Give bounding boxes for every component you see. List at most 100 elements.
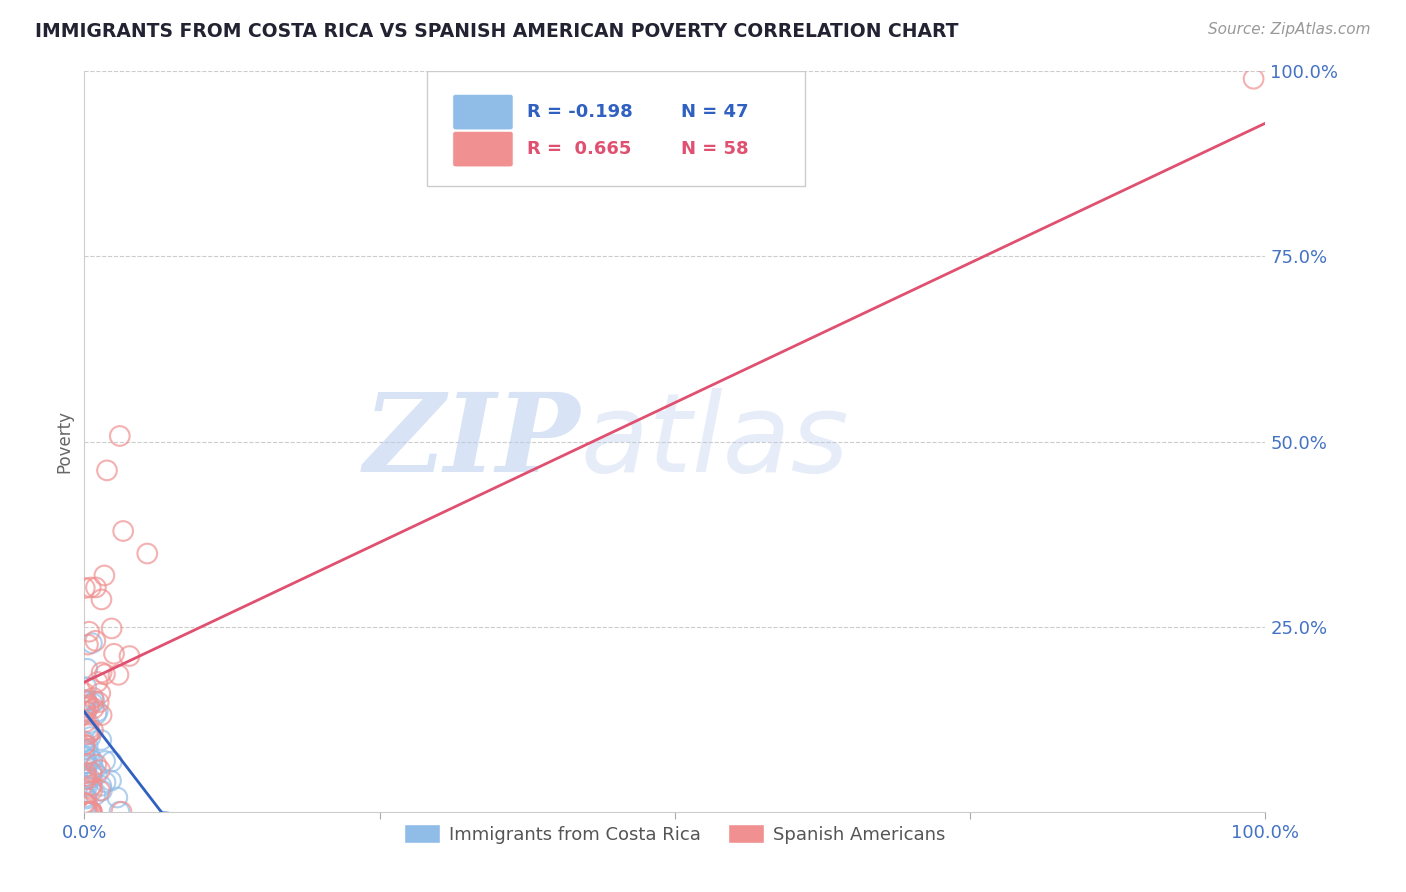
Point (73, 581, 96, 595)
Point (77, 723, 100, 737)
Point (93, 568, 115, 582)
Point (73, 756, 96, 771)
Point (80, 765, 103, 780)
Point (75, 751, 97, 765)
Point (75, 693, 97, 707)
Point (136, 547, 159, 561)
Point (1243, 71, 1265, 86)
Point (82, 696, 104, 710)
Point (73, 796, 96, 810)
Point (76, 772, 98, 787)
Point (73, 738, 96, 752)
Point (82, 762, 104, 776)
Point (84, 633, 107, 648)
Point (89, 784, 111, 798)
Point (73, 700, 96, 714)
Point (84, 581, 107, 595)
Point (75, 680, 97, 694)
Point (75, 705, 97, 719)
Point (75, 805, 97, 819)
Point (80, 805, 103, 819)
Point (76, 791, 98, 805)
Point (79, 725, 101, 739)
Point (86, 674, 108, 689)
Text: atlas: atlas (581, 388, 849, 495)
Point (82, 783, 104, 797)
FancyBboxPatch shape (427, 71, 804, 186)
Point (87, 704, 110, 718)
FancyBboxPatch shape (453, 131, 513, 167)
Point (79, 772, 101, 786)
Point (73, 737, 96, 751)
Point (77, 698, 100, 712)
Point (77, 638, 100, 652)
Point (76, 759, 98, 773)
Point (73, 693, 96, 707)
Point (90, 779, 112, 793)
Text: N = 47: N = 47 (681, 103, 748, 121)
Point (89, 763, 111, 777)
Point (108, 429, 131, 443)
Text: R =  0.665: R = 0.665 (527, 140, 631, 158)
Point (107, 668, 129, 682)
Point (110, 805, 132, 819)
Point (83, 694, 105, 708)
Legend: Immigrants from Costa Rica, Spanish Americans: Immigrants from Costa Rica, Spanish Amer… (396, 817, 953, 851)
Point (105, 790, 128, 805)
Point (96, 463, 118, 477)
Point (100, 621, 122, 635)
Point (80, 805, 103, 819)
Point (75, 705, 97, 719)
Point (75, 805, 97, 819)
Point (75, 769, 97, 783)
Point (84, 788, 107, 802)
Point (73, 686, 96, 700)
Point (94, 754, 117, 768)
Point (75, 796, 97, 810)
Point (76, 739, 98, 753)
Point (86, 707, 108, 722)
Point (77, 805, 100, 819)
Point (80, 766, 103, 780)
Y-axis label: Poverty: Poverty (55, 410, 73, 473)
Point (76, 776, 98, 790)
Point (75, 769, 97, 783)
Point (73, 742, 96, 756)
Point (73, 742, 96, 756)
Text: ZIP: ZIP (364, 388, 581, 495)
Point (77, 727, 100, 741)
Point (90, 665, 112, 680)
Point (90, 708, 112, 723)
Point (79, 726, 101, 740)
FancyBboxPatch shape (453, 95, 513, 130)
Point (101, 755, 124, 769)
Point (79, 781, 101, 796)
Point (100, 773, 122, 788)
Point (76, 662, 98, 676)
Point (79, 805, 101, 819)
Point (80, 805, 103, 819)
Point (84, 757, 107, 772)
Text: N = 58: N = 58 (681, 140, 748, 158)
Point (83, 701, 105, 715)
Point (75, 789, 97, 804)
Point (108, 805, 131, 819)
Point (80, 581, 103, 595)
Point (79, 752, 101, 766)
Point (73, 734, 96, 748)
Point (82, 723, 104, 738)
Point (73, 749, 96, 764)
Point (79, 730, 101, 744)
Point (76, 780, 98, 794)
Point (90, 592, 112, 607)
Point (90, 733, 112, 747)
Point (90, 783, 112, 797)
Point (77, 624, 100, 639)
Point (87, 695, 110, 709)
Point (76, 797, 98, 811)
Point (118, 648, 141, 663)
Text: R = -0.198: R = -0.198 (527, 103, 633, 121)
Point (75, 695, 97, 709)
Point (82, 753, 104, 767)
Point (82, 690, 104, 705)
